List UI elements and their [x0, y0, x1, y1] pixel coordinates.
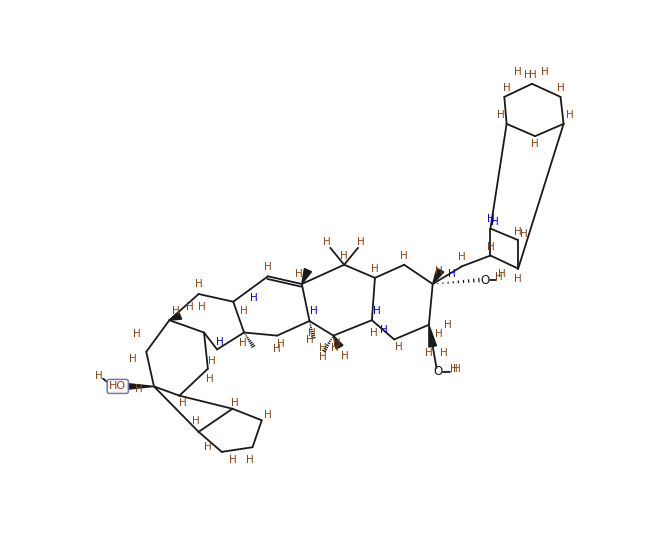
- Text: H: H: [308, 328, 315, 337]
- Text: H: H: [440, 348, 448, 358]
- Text: H: H: [556, 83, 564, 93]
- Text: H: H: [216, 337, 223, 347]
- Text: H: H: [193, 416, 200, 426]
- Text: H: H: [129, 355, 136, 364]
- Text: H: H: [295, 269, 303, 279]
- Text: H: H: [185, 302, 193, 312]
- Text: H: H: [319, 352, 327, 362]
- Text: H: H: [333, 338, 341, 348]
- Text: H: H: [340, 251, 348, 260]
- Text: H: H: [195, 279, 203, 289]
- Text: H: H: [453, 364, 460, 374]
- Text: H: H: [515, 67, 522, 77]
- Text: O: O: [434, 365, 443, 378]
- Text: H: H: [373, 306, 381, 316]
- Text: H: H: [331, 343, 339, 353]
- Text: H: H: [208, 356, 216, 366]
- Text: H: H: [503, 83, 511, 93]
- Text: H: H: [341, 351, 349, 360]
- Text: O: O: [481, 274, 489, 287]
- Text: H: H: [520, 229, 527, 239]
- Text: H: H: [487, 242, 494, 252]
- Text: H: H: [240, 306, 248, 316]
- Text: H: H: [515, 228, 522, 237]
- Text: H: H: [529, 69, 537, 80]
- Text: H: H: [172, 306, 179, 316]
- Polygon shape: [433, 268, 444, 284]
- Text: H: H: [498, 269, 506, 279]
- Text: H: H: [458, 252, 466, 262]
- Text: H: H: [238, 338, 246, 348]
- Text: H: H: [497, 110, 505, 119]
- Text: H: H: [531, 139, 539, 149]
- Text: H: H: [228, 455, 236, 465]
- Text: H: H: [250, 293, 258, 303]
- Text: H: H: [491, 217, 499, 228]
- Text: H: H: [357, 237, 365, 246]
- Text: H: H: [264, 410, 272, 420]
- Text: H: H: [277, 339, 285, 349]
- Text: H: H: [323, 237, 331, 246]
- Text: H: H: [264, 262, 272, 272]
- Text: H: H: [515, 274, 522, 284]
- Polygon shape: [125, 384, 154, 390]
- Text: H: H: [444, 320, 452, 330]
- Text: H: H: [274, 344, 281, 355]
- Text: H: H: [395, 342, 402, 352]
- Text: H: H: [135, 385, 143, 394]
- Text: H: H: [523, 69, 531, 80]
- Text: H: H: [435, 329, 443, 339]
- Text: H: H: [371, 264, 379, 274]
- Text: H: H: [198, 302, 206, 312]
- Text: H: H: [380, 325, 387, 335]
- Polygon shape: [333, 336, 343, 349]
- Text: H: H: [425, 348, 433, 358]
- Text: H: H: [448, 269, 456, 279]
- Polygon shape: [429, 325, 436, 347]
- Text: H: H: [310, 306, 318, 316]
- Text: H: H: [179, 398, 187, 408]
- Text: H: H: [450, 364, 457, 374]
- Text: H: H: [487, 214, 494, 224]
- Text: H: H: [435, 266, 443, 276]
- Polygon shape: [169, 312, 182, 320]
- Text: H: H: [246, 455, 254, 465]
- Text: H: H: [306, 335, 314, 345]
- Text: H: H: [204, 442, 212, 452]
- Text: H: H: [400, 251, 408, 260]
- Text: H: H: [95, 371, 102, 381]
- Text: H: H: [206, 374, 213, 384]
- Text: HO: HO: [109, 381, 126, 392]
- Text: H: H: [495, 272, 503, 282]
- Text: H: H: [133, 329, 141, 339]
- Text: H: H: [231, 398, 238, 408]
- Text: H: H: [371, 328, 378, 337]
- Text: H: H: [541, 67, 549, 77]
- Text: H: H: [319, 343, 327, 353]
- Text: H: H: [566, 110, 574, 119]
- Polygon shape: [302, 268, 311, 284]
